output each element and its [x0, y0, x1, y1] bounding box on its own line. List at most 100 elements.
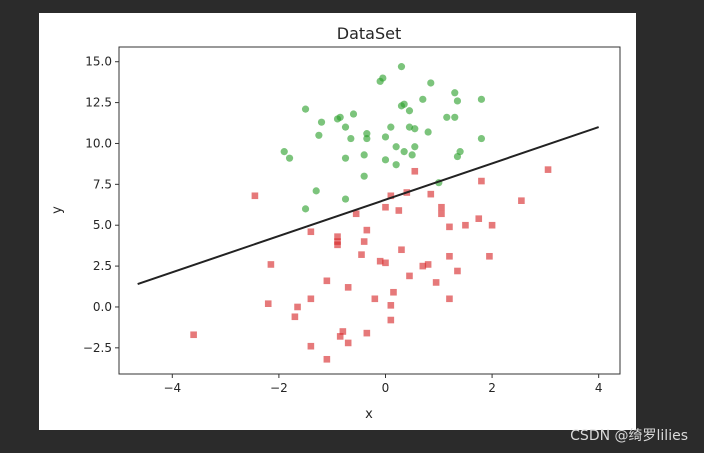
data-point-red	[424, 261, 432, 268]
data-point-green	[280, 148, 288, 156]
data-point-red	[387, 302, 395, 309]
x-tick-label: 0	[382, 381, 390, 395]
data-point-red	[395, 207, 403, 214]
data-point-red	[475, 215, 483, 222]
data-point-red	[446, 295, 453, 303]
data-point-red	[390, 288, 397, 296]
data-point-green	[392, 161, 400, 169]
data-point-red	[446, 252, 453, 260]
data-point-green	[376, 77, 384, 85]
plot-frame	[118, 46, 621, 375]
data-point-red	[294, 303, 301, 311]
data-point-red	[251, 192, 259, 200]
y-tick-label: 12.5	[85, 96, 112, 110]
y-tick-label: 2.5	[93, 259, 112, 273]
data-point-red	[264, 300, 272, 307]
data-point-red	[432, 279, 440, 286]
data-point-red	[446, 223, 453, 231]
data-point-green	[427, 79, 435, 87]
data-point-red	[462, 221, 469, 229]
data-point-green	[400, 148, 408, 156]
data-point-red	[360, 238, 368, 245]
data-point-red	[363, 226, 371, 234]
y-tick-label: 10.0	[85, 136, 112, 150]
data-point-red	[336, 333, 344, 340]
data-point-green	[443, 113, 451, 121]
data-point-red	[478, 177, 485, 185]
data-point-green	[360, 151, 368, 159]
data-point-red	[371, 295, 379, 303]
data-point-green	[424, 128, 432, 136]
data-point-green	[397, 63, 406, 71]
data-point-green	[347, 134, 355, 143]
data-point-red	[358, 251, 365, 258]
data-point-red	[454, 267, 461, 275]
data-point-green	[317, 118, 326, 126]
x-tick-label: 2	[488, 381, 496, 395]
y-tick-label: 5.0	[93, 218, 112, 232]
y-tick-label: 0.0	[93, 300, 112, 314]
data-point-green	[411, 143, 419, 151]
scatter-chart: DataSet −4 −2 0 2 4 −2.5 0.0 2.5 5.0 7.5 10.0 12.5 1…	[50, 24, 621, 422]
data-point-green	[453, 97, 462, 105]
data-point-green	[400, 100, 408, 108]
data-point-green	[381, 156, 390, 164]
data-point-red	[382, 259, 389, 267]
data-point-green	[301, 205, 310, 213]
data-point-red	[363, 329, 371, 337]
data-point-green	[405, 107, 414, 115]
data-point-red	[323, 277, 331, 285]
y-tick-label: 15.0	[85, 55, 112, 69]
data-point-red	[488, 221, 496, 229]
data-point-red	[411, 167, 419, 175]
data-point-green	[341, 154, 350, 162]
data-point-red	[376, 257, 384, 265]
data-point-red	[382, 203, 389, 211]
data-point-green	[315, 131, 323, 139]
data-point-green	[456, 148, 464, 156]
data-point-red	[419, 262, 427, 270]
data-point-red	[267, 261, 275, 268]
data-point-red	[398, 246, 405, 254]
data-point-green	[451, 89, 459, 97]
data-point-green	[360, 172, 368, 180]
data-point-red	[387, 192, 395, 200]
data-point-green	[387, 123, 395, 131]
data-point-red	[339, 328, 347, 335]
data-point-red	[406, 272, 413, 280]
data-point-red	[323, 355, 331, 363]
data-point-red	[486, 252, 493, 260]
data-point-red	[334, 233, 341, 240]
data-point-red	[190, 331, 197, 339]
y-axis-label: y	[50, 206, 65, 214]
data-point-green	[285, 154, 294, 162]
data-point-green	[363, 134, 371, 143]
data-point-red	[518, 197, 525, 204]
data-point-green	[336, 113, 344, 121]
data-point-green	[349, 110, 358, 118]
decision-boundary-line	[137, 126, 600, 286]
figure-canvas: DataSet −4 −2 0 2 4 −2.5 0.0 2.5 5.0 7.5 10.0 12.5 1…	[39, 13, 636, 430]
x-tick-label: 4	[595, 381, 603, 395]
data-point-green	[419, 95, 427, 103]
data-point-red	[438, 210, 445, 218]
data-point-green	[451, 113, 459, 121]
chart-title: DataSet	[337, 24, 401, 43]
data-point-green	[341, 123, 350, 131]
data-point-red	[291, 313, 299, 321]
data-point-green	[392, 143, 400, 151]
data-point-red	[344, 339, 352, 347]
data-point-green	[408, 151, 416, 159]
data-point-red	[307, 228, 315, 236]
data-point-red	[307, 342, 315, 350]
data-point-red	[352, 210, 360, 218]
data-point-green	[411, 125, 419, 133]
data-point-red	[307, 295, 315, 303]
data-point-red	[544, 166, 552, 173]
x-tick-label: −4	[163, 381, 181, 395]
data-point-green	[477, 134, 486, 143]
watermark: CSDN @绮罗lilies	[570, 428, 688, 444]
x-axis-label: x	[365, 407, 373, 422]
y-tick-label: −2.5	[83, 341, 112, 355]
data-point-green	[477, 95, 486, 103]
